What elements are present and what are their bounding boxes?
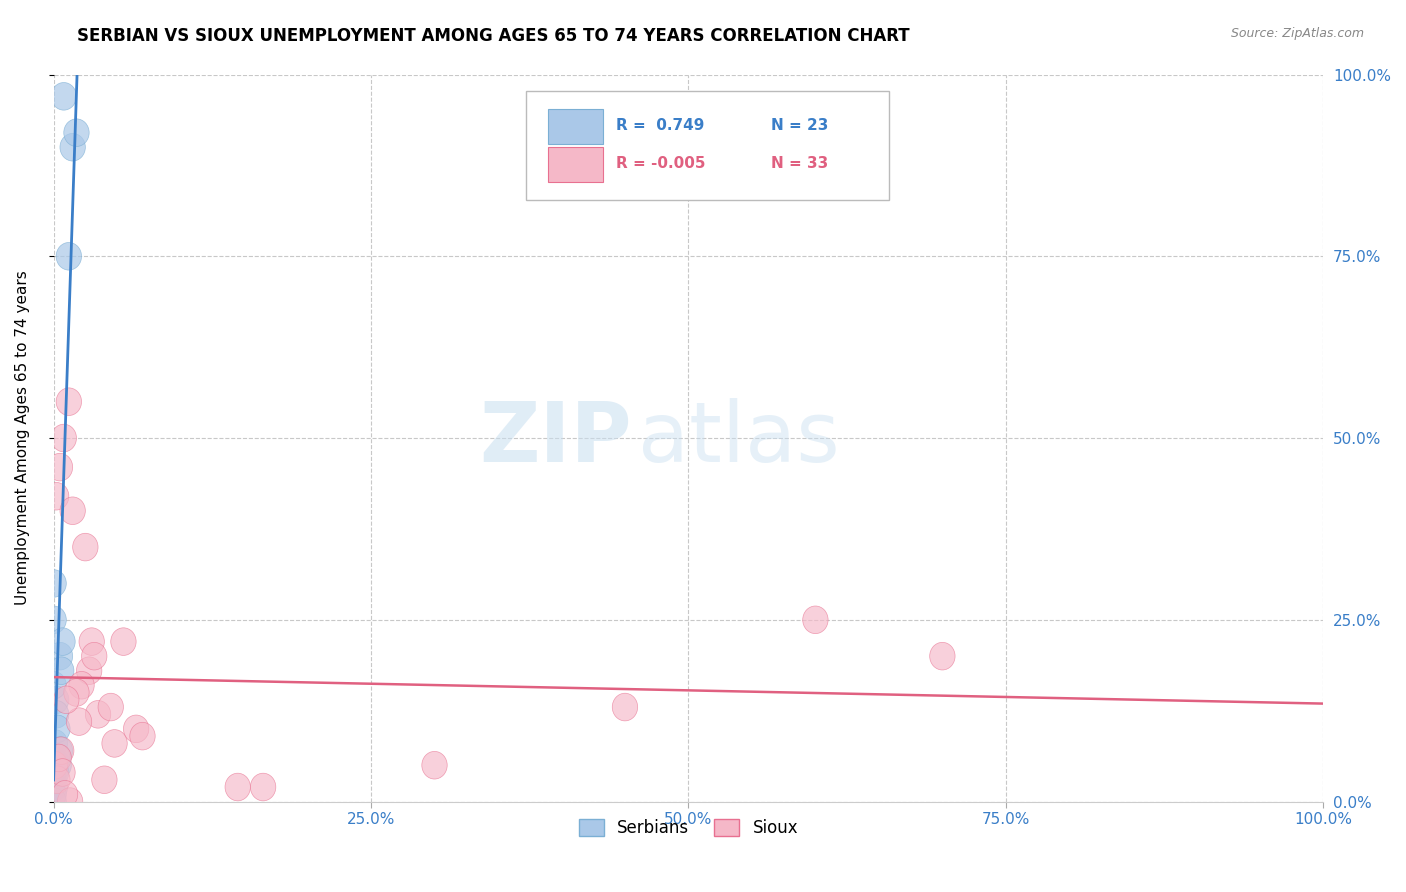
Ellipse shape (41, 570, 66, 598)
Ellipse shape (49, 628, 75, 656)
Ellipse shape (48, 453, 73, 481)
Ellipse shape (45, 744, 70, 772)
FancyBboxPatch shape (547, 147, 603, 182)
Ellipse shape (44, 700, 69, 728)
Ellipse shape (79, 628, 104, 656)
Ellipse shape (73, 533, 98, 561)
Ellipse shape (111, 628, 136, 656)
Ellipse shape (42, 773, 67, 801)
Ellipse shape (41, 766, 66, 794)
Ellipse shape (53, 686, 79, 714)
Ellipse shape (46, 751, 72, 779)
Text: R = -0.005: R = -0.005 (616, 156, 706, 171)
Ellipse shape (42, 730, 67, 757)
Text: SERBIAN VS SIOUX UNEMPLOYMENT AMONG AGES 65 TO 74 YEARS CORRELATION CHART: SERBIAN VS SIOUX UNEMPLOYMENT AMONG AGES… (77, 27, 910, 45)
Ellipse shape (46, 744, 72, 772)
Ellipse shape (44, 483, 69, 510)
Text: ZIP: ZIP (479, 398, 631, 478)
Ellipse shape (52, 780, 77, 808)
Ellipse shape (56, 388, 82, 416)
Ellipse shape (60, 497, 86, 524)
Ellipse shape (98, 693, 124, 721)
Ellipse shape (51, 83, 76, 110)
Ellipse shape (612, 693, 638, 721)
Ellipse shape (82, 642, 107, 670)
Ellipse shape (48, 737, 73, 764)
Ellipse shape (49, 759, 75, 787)
Ellipse shape (56, 243, 82, 270)
Ellipse shape (42, 751, 67, 779)
Ellipse shape (803, 606, 828, 633)
Ellipse shape (129, 723, 155, 750)
Ellipse shape (44, 686, 69, 714)
Ellipse shape (124, 715, 149, 743)
Ellipse shape (422, 751, 447, 779)
Ellipse shape (41, 672, 66, 699)
Text: N = 33: N = 33 (770, 156, 828, 171)
Ellipse shape (41, 606, 66, 633)
Ellipse shape (58, 788, 83, 815)
FancyBboxPatch shape (526, 90, 889, 201)
Ellipse shape (250, 773, 276, 801)
Ellipse shape (49, 737, 75, 764)
Text: atlas: atlas (638, 398, 839, 478)
Ellipse shape (45, 715, 70, 743)
Ellipse shape (63, 119, 89, 146)
Ellipse shape (48, 642, 73, 670)
Ellipse shape (49, 657, 75, 684)
Y-axis label: Unemployment Among Ages 65 to 74 years: Unemployment Among Ages 65 to 74 years (15, 270, 30, 606)
Ellipse shape (76, 657, 101, 684)
Ellipse shape (51, 425, 76, 452)
Legend: Serbians, Sioux: Serbians, Sioux (572, 813, 804, 844)
Ellipse shape (45, 766, 70, 794)
FancyBboxPatch shape (547, 109, 603, 144)
Ellipse shape (91, 766, 117, 794)
Ellipse shape (225, 773, 250, 801)
Ellipse shape (86, 700, 111, 728)
Ellipse shape (41, 751, 66, 779)
Ellipse shape (63, 679, 89, 706)
Ellipse shape (69, 672, 94, 699)
Text: R =  0.749: R = 0.749 (616, 118, 704, 133)
Text: N = 23: N = 23 (770, 118, 828, 133)
Ellipse shape (66, 707, 91, 735)
Ellipse shape (60, 134, 86, 161)
Ellipse shape (41, 780, 66, 808)
Ellipse shape (41, 788, 66, 815)
Ellipse shape (101, 730, 128, 757)
Ellipse shape (44, 759, 69, 787)
Text: Source: ZipAtlas.com: Source: ZipAtlas.com (1230, 27, 1364, 40)
Ellipse shape (929, 642, 955, 670)
